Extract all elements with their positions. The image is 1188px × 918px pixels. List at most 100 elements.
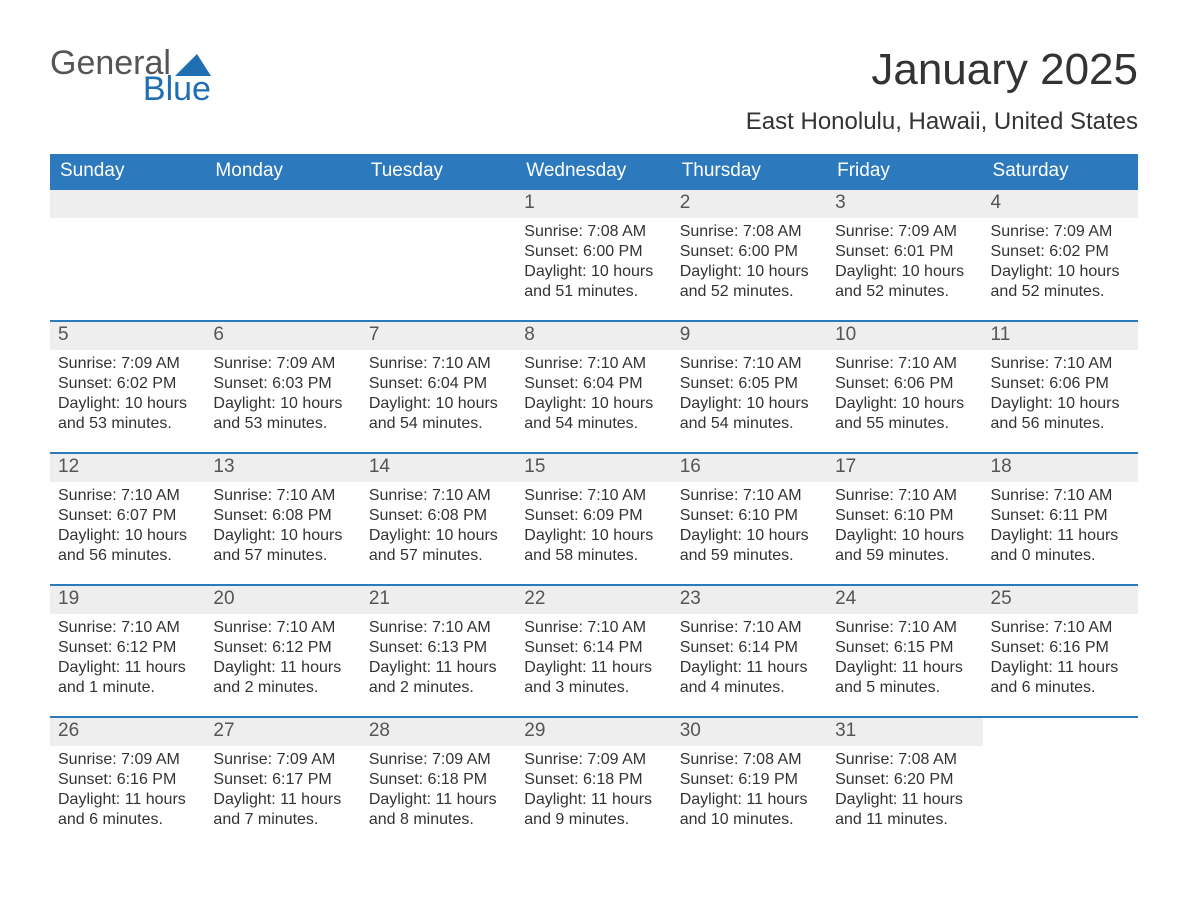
sunset-text: Sunset: 6:16 PM xyxy=(991,638,1130,658)
sunrise-text: Sunrise: 7:10 AM xyxy=(58,486,197,506)
calendar-day xyxy=(205,190,360,320)
daylight-text: Daylight: 11 hours and 6 minutes. xyxy=(58,790,197,830)
sunrise-text: Sunrise: 7:09 AM xyxy=(835,222,974,242)
day-number: 1 xyxy=(516,190,671,218)
month-title: January 2025 xyxy=(746,46,1138,94)
calendar-day: 14Sunrise: 7:10 AMSunset: 6:08 PMDayligh… xyxy=(361,454,516,584)
sunrise-text: Sunrise: 7:08 AM xyxy=(680,222,819,242)
daylight-text: Daylight: 10 hours and 53 minutes. xyxy=(58,394,197,434)
sunrise-text: Sunrise: 7:10 AM xyxy=(369,618,508,638)
calendar-day: 24Sunrise: 7:10 AMSunset: 6:15 PMDayligh… xyxy=(827,586,982,716)
sunset-text: Sunset: 6:13 PM xyxy=(369,638,508,658)
sunrise-text: Sunrise: 7:08 AM xyxy=(524,222,663,242)
calendar-day: 27Sunrise: 7:09 AMSunset: 6:17 PMDayligh… xyxy=(205,718,360,848)
day-body: Sunrise: 7:10 AMSunset: 6:06 PMDaylight:… xyxy=(827,350,982,434)
sunrise-text: Sunrise: 7:10 AM xyxy=(680,354,819,374)
daylight-text: Daylight: 11 hours and 11 minutes. xyxy=(835,790,974,830)
sunrise-text: Sunrise: 7:10 AM xyxy=(58,618,197,638)
calendar: Sunday Monday Tuesday Wednesday Thursday… xyxy=(50,154,1138,848)
sunset-text: Sunset: 6:16 PM xyxy=(58,770,197,790)
day-body: Sunrise: 7:10 AMSunset: 6:11 PMDaylight:… xyxy=(983,482,1138,566)
day-number: 31 xyxy=(827,718,982,746)
sunrise-text: Sunrise: 7:10 AM xyxy=(991,354,1130,374)
day-number: 13 xyxy=(205,454,360,482)
sunset-text: Sunset: 6:00 PM xyxy=(680,242,819,262)
day-body: Sunrise: 7:10 AMSunset: 6:12 PMDaylight:… xyxy=(50,614,205,698)
daylight-text: Daylight: 11 hours and 1 minute. xyxy=(58,658,197,698)
logo: General Blue xyxy=(50,46,211,106)
sunrise-text: Sunrise: 7:08 AM xyxy=(680,750,819,770)
calendar-day: 15Sunrise: 7:10 AMSunset: 6:09 PMDayligh… xyxy=(516,454,671,584)
calendar-day: 3Sunrise: 7:09 AMSunset: 6:01 PMDaylight… xyxy=(827,190,982,320)
daylight-text: Daylight: 10 hours and 59 minutes. xyxy=(680,526,819,566)
daylight-text: Daylight: 10 hours and 57 minutes. xyxy=(369,526,508,566)
daylight-text: Daylight: 11 hours and 8 minutes. xyxy=(369,790,508,830)
sunrise-text: Sunrise: 7:10 AM xyxy=(213,486,352,506)
day-body: Sunrise: 7:10 AMSunset: 6:10 PMDaylight:… xyxy=(827,482,982,566)
day-number: 4 xyxy=(983,190,1138,218)
calendar-day: 26Sunrise: 7:09 AMSunset: 6:16 PMDayligh… xyxy=(50,718,205,848)
sunrise-text: Sunrise: 7:09 AM xyxy=(213,354,352,374)
calendar-day: 28Sunrise: 7:09 AMSunset: 6:18 PMDayligh… xyxy=(361,718,516,848)
sunset-text: Sunset: 6:00 PM xyxy=(524,242,663,262)
calendar-day: 10Sunrise: 7:10 AMSunset: 6:06 PMDayligh… xyxy=(827,322,982,452)
day-number: 10 xyxy=(827,322,982,350)
sunrise-text: Sunrise: 7:10 AM xyxy=(524,618,663,638)
calendar-day: 21Sunrise: 7:10 AMSunset: 6:13 PMDayligh… xyxy=(361,586,516,716)
day-number: 20 xyxy=(205,586,360,614)
calendar-week: 12Sunrise: 7:10 AMSunset: 6:07 PMDayligh… xyxy=(50,452,1138,584)
calendar-day: 6Sunrise: 7:09 AMSunset: 6:03 PMDaylight… xyxy=(205,322,360,452)
day-number: 16 xyxy=(672,454,827,482)
sunrise-text: Sunrise: 7:10 AM xyxy=(524,486,663,506)
calendar-day: 7Sunrise: 7:10 AMSunset: 6:04 PMDaylight… xyxy=(361,322,516,452)
daylight-text: Daylight: 10 hours and 58 minutes. xyxy=(524,526,663,566)
calendar-day: 2Sunrise: 7:08 AMSunset: 6:00 PMDaylight… xyxy=(672,190,827,320)
calendar-day xyxy=(983,718,1138,848)
calendar-day: 31Sunrise: 7:08 AMSunset: 6:20 PMDayligh… xyxy=(827,718,982,848)
day-number: 25 xyxy=(983,586,1138,614)
daylight-text: Daylight: 11 hours and 3 minutes. xyxy=(524,658,663,698)
day-number: 30 xyxy=(672,718,827,746)
day-body: Sunrise: 7:10 AMSunset: 6:14 PMDaylight:… xyxy=(672,614,827,698)
calendar-day: 4Sunrise: 7:09 AMSunset: 6:02 PMDaylight… xyxy=(983,190,1138,320)
sunset-text: Sunset: 6:04 PM xyxy=(524,374,663,394)
page: General Blue January 2025 East Honolulu,… xyxy=(0,0,1188,918)
sunrise-text: Sunrise: 7:10 AM xyxy=(524,354,663,374)
sunrise-text: Sunrise: 7:09 AM xyxy=(524,750,663,770)
day-body: Sunrise: 7:08 AMSunset: 6:20 PMDaylight:… xyxy=(827,746,982,830)
day-body: Sunrise: 7:10 AMSunset: 6:09 PMDaylight:… xyxy=(516,482,671,566)
day-body: Sunrise: 7:10 AMSunset: 6:16 PMDaylight:… xyxy=(983,614,1138,698)
calendar-week: 19Sunrise: 7:10 AMSunset: 6:12 PMDayligh… xyxy=(50,584,1138,716)
day-body: Sunrise: 7:08 AMSunset: 6:00 PMDaylight:… xyxy=(516,218,671,302)
calendar-day: 22Sunrise: 7:10 AMSunset: 6:14 PMDayligh… xyxy=(516,586,671,716)
day-number: 29 xyxy=(516,718,671,746)
location: East Honolulu, Hawaii, United States xyxy=(746,108,1138,136)
sunset-text: Sunset: 6:11 PM xyxy=(991,506,1130,526)
title-block: January 2025 East Honolulu, Hawaii, Unit… xyxy=(746,46,1138,136)
day-body: Sunrise: 7:10 AMSunset: 6:13 PMDaylight:… xyxy=(361,614,516,698)
calendar-day: 12Sunrise: 7:10 AMSunset: 6:07 PMDayligh… xyxy=(50,454,205,584)
sunset-text: Sunset: 6:12 PM xyxy=(213,638,352,658)
sunset-text: Sunset: 6:10 PM xyxy=(680,506,819,526)
sunset-text: Sunset: 6:18 PM xyxy=(369,770,508,790)
day-number: 6 xyxy=(205,322,360,350)
sunrise-text: Sunrise: 7:09 AM xyxy=(58,750,197,770)
calendar-day: 30Sunrise: 7:08 AMSunset: 6:19 PMDayligh… xyxy=(672,718,827,848)
day-number xyxy=(205,190,360,218)
weekday-thursday: Thursday xyxy=(672,154,827,190)
sunrise-text: Sunrise: 7:08 AM xyxy=(835,750,974,770)
day-body: Sunrise: 7:10 AMSunset: 6:08 PMDaylight:… xyxy=(205,482,360,566)
day-body: Sunrise: 7:09 AMSunset: 6:01 PMDaylight:… xyxy=(827,218,982,302)
daylight-text: Daylight: 11 hours and 10 minutes. xyxy=(680,790,819,830)
day-body: Sunrise: 7:10 AMSunset: 6:12 PMDaylight:… xyxy=(205,614,360,698)
daylight-text: Daylight: 10 hours and 54 minutes. xyxy=(524,394,663,434)
sunset-text: Sunset: 6:18 PM xyxy=(524,770,663,790)
day-number: 3 xyxy=(827,190,982,218)
day-body: Sunrise: 7:09 AMSunset: 6:16 PMDaylight:… xyxy=(50,746,205,830)
day-number: 23 xyxy=(672,586,827,614)
day-number: 19 xyxy=(50,586,205,614)
day-body: Sunrise: 7:10 AMSunset: 6:04 PMDaylight:… xyxy=(361,350,516,434)
day-body: Sunrise: 7:10 AMSunset: 6:07 PMDaylight:… xyxy=(50,482,205,566)
daylight-text: Daylight: 11 hours and 6 minutes. xyxy=(991,658,1130,698)
day-number: 9 xyxy=(672,322,827,350)
